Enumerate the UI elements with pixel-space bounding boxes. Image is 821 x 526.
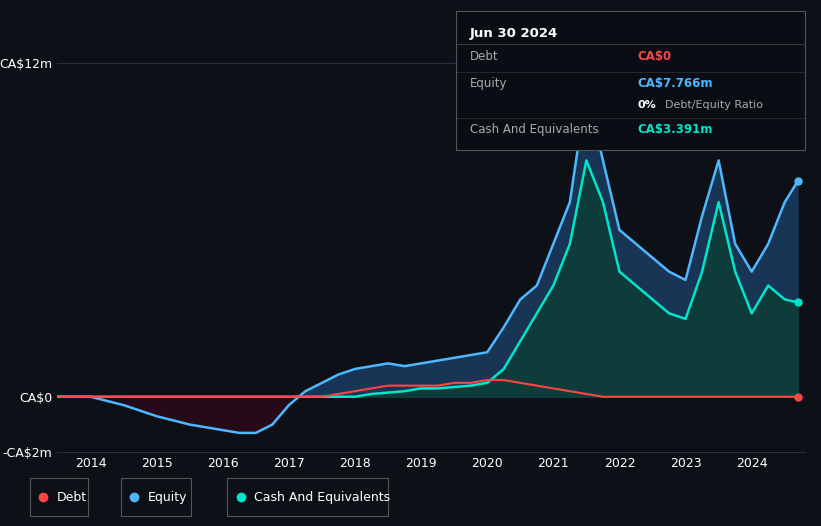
FancyBboxPatch shape: [227, 478, 388, 516]
Text: Debt: Debt: [57, 491, 87, 503]
Text: Debt/Equity Ratio: Debt/Equity Ratio: [665, 100, 763, 110]
Text: Debt: Debt: [470, 49, 498, 63]
Text: CA$0: CA$0: [637, 49, 672, 63]
Text: Jun 30 2024: Jun 30 2024: [470, 27, 557, 41]
Text: Equity: Equity: [470, 77, 507, 90]
FancyBboxPatch shape: [121, 478, 191, 516]
Text: Cash And Equivalents: Cash And Equivalents: [470, 124, 599, 136]
Text: Cash And Equivalents: Cash And Equivalents: [255, 491, 390, 503]
Text: 0%: 0%: [637, 100, 656, 110]
Text: Equity: Equity: [148, 491, 187, 503]
FancyBboxPatch shape: [30, 478, 88, 516]
Text: CA$7.766m: CA$7.766m: [637, 77, 713, 90]
Text: CA$3.391m: CA$3.391m: [637, 124, 713, 136]
